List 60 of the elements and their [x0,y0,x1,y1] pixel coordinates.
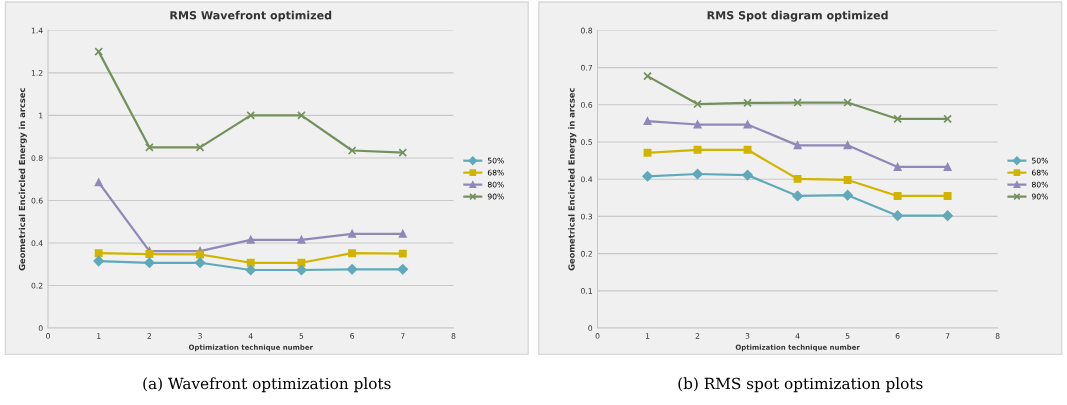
point [692,168,703,180]
point [743,120,752,129]
point [743,98,752,108]
point [843,141,852,150]
point [348,249,357,258]
point [943,191,952,200]
point [892,210,903,221]
point [297,258,306,267]
point [843,175,852,184]
point [297,111,306,120]
point [94,249,103,258]
point [196,250,205,259]
point [93,255,104,267]
point [693,120,702,129]
point [843,98,852,107]
point [347,146,357,155]
point [842,189,853,201]
y-axis-title: Geometrical Encircled Energy in arcsec [18,88,27,271]
point [642,170,653,182]
point [397,264,409,275]
y-axis-title: Geometrical Encircled Energy in arcsec [568,88,577,271]
point [643,117,652,126]
point [346,264,358,275]
point [793,174,802,183]
point [792,190,803,202]
point [643,148,652,157]
point [942,210,953,221]
point [693,145,702,154]
point [296,264,307,276]
point [348,229,357,238]
point [94,47,104,56]
point [693,99,702,109]
point [145,250,154,259]
point [793,141,802,150]
point [194,257,206,269]
point [742,169,753,181]
point [398,249,407,258]
point [943,162,952,171]
point [943,114,952,124]
point [245,264,256,276]
point [398,229,407,238]
point [246,111,256,120]
point [195,143,205,152]
point [743,145,752,154]
point [398,148,408,157]
point [643,71,652,81]
text: (a) Wavefront optimization plots [143,377,391,393]
point [145,143,154,152]
point [793,98,802,107]
point [297,235,306,244]
point [94,178,103,187]
point [893,114,902,124]
text: (b) RMS spot optimization plots [678,377,923,393]
chart-title: RMS Spot diagram optimized [707,10,888,22]
chart-title: RMS Wavefront optimized [170,10,332,22]
point [893,191,902,200]
point [144,257,155,269]
point [246,235,255,244]
point [246,258,255,267]
point [893,162,902,171]
